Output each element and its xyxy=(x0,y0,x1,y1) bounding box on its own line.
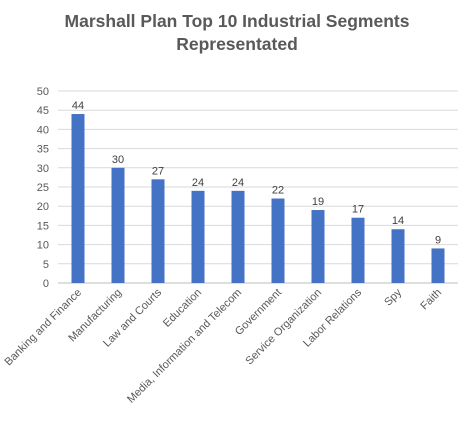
bar xyxy=(151,179,165,283)
data-labels: 44 30 27 24 24 22 19 17 14 9 xyxy=(72,100,441,246)
bar xyxy=(271,198,285,283)
data-label: 24 xyxy=(232,177,244,189)
y-tick-label: 45 xyxy=(37,105,49,117)
data-label: 9 xyxy=(435,234,441,246)
y-tick-label: 0 xyxy=(43,278,49,290)
y-axis-ticks: 0 5 10 15 20 25 30 35 40 45 50 xyxy=(37,86,49,290)
data-label: 27 xyxy=(152,165,164,177)
x-tick-label: Faith xyxy=(418,287,444,313)
bar-series xyxy=(71,114,445,283)
data-label: 44 xyxy=(72,100,84,112)
bar xyxy=(71,114,85,283)
bar xyxy=(351,217,365,283)
x-tick-label: Service Organization xyxy=(243,287,324,368)
bar xyxy=(191,190,205,283)
y-tick-label: 25 xyxy=(37,182,49,194)
bar xyxy=(391,229,405,283)
data-label: 17 xyxy=(352,204,364,216)
chart-title-line-1: Marshall Plan Top 10 Industrial Segments xyxy=(64,11,410,31)
data-label: 24 xyxy=(192,177,204,189)
bar xyxy=(431,248,445,283)
chart-title: Marshall Plan Top 10 Industrial Segments… xyxy=(0,10,474,56)
data-label: 14 xyxy=(392,215,404,227)
gridlines xyxy=(58,90,458,284)
y-tick-label: 20 xyxy=(37,201,49,213)
y-tick-label: 40 xyxy=(37,124,49,136)
data-label: 19 xyxy=(312,196,324,208)
y-tick-label: 35 xyxy=(37,144,49,156)
y-tick-label: 15 xyxy=(37,220,49,232)
data-label: 30 xyxy=(112,154,124,166)
bar xyxy=(311,210,325,283)
x-tick-label: Banking and Finance xyxy=(3,287,85,369)
bar xyxy=(231,190,245,283)
chart-title-line-2: Representated xyxy=(176,34,298,54)
y-tick-label: 50 xyxy=(37,86,49,98)
y-tick-label: 5 xyxy=(43,259,49,271)
y-tick-label: 30 xyxy=(37,163,49,175)
x-tick-label: Spy xyxy=(382,286,404,308)
data-label: 22 xyxy=(272,185,284,197)
bar xyxy=(111,167,125,283)
y-tick-label: 10 xyxy=(37,240,49,252)
